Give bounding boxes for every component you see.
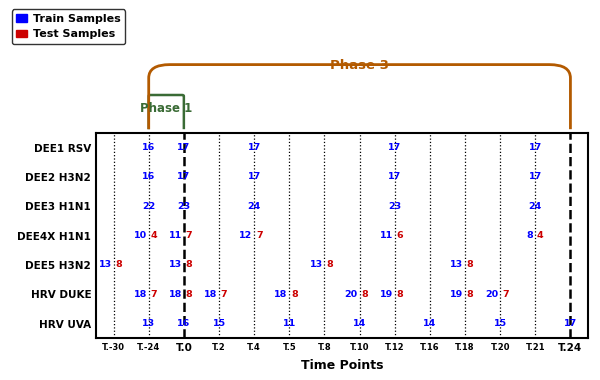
Text: 18: 18 xyxy=(169,290,182,299)
Text: 8: 8 xyxy=(291,290,298,299)
Text: 13: 13 xyxy=(98,260,112,269)
Text: 18: 18 xyxy=(134,290,147,299)
Text: 8: 8 xyxy=(527,231,533,240)
Text: 7: 7 xyxy=(502,290,509,299)
Text: 19: 19 xyxy=(450,290,463,299)
Text: 17: 17 xyxy=(564,319,577,328)
Text: 16: 16 xyxy=(142,173,155,182)
Text: 18: 18 xyxy=(274,290,287,299)
Text: 23: 23 xyxy=(177,202,190,211)
Text: 19: 19 xyxy=(380,290,393,299)
Text: Phase 3: Phase 3 xyxy=(330,59,389,72)
Text: 7: 7 xyxy=(256,231,263,240)
Text: 8: 8 xyxy=(326,260,333,269)
Text: 24: 24 xyxy=(529,202,542,211)
Text: 11: 11 xyxy=(380,231,393,240)
Text: 11: 11 xyxy=(169,231,182,240)
Text: 20: 20 xyxy=(485,290,499,299)
Text: 17: 17 xyxy=(529,173,542,182)
Text: 7: 7 xyxy=(185,231,192,240)
Text: 11: 11 xyxy=(283,319,296,328)
Text: 4: 4 xyxy=(151,231,157,240)
Text: 13: 13 xyxy=(142,319,155,328)
Text: 15: 15 xyxy=(494,319,507,328)
Text: 7: 7 xyxy=(221,290,227,299)
Text: 7: 7 xyxy=(151,290,157,299)
Text: 8: 8 xyxy=(467,290,473,299)
Text: 15: 15 xyxy=(212,319,226,328)
Text: 8: 8 xyxy=(185,290,193,299)
Text: 17: 17 xyxy=(388,143,401,152)
Text: 4: 4 xyxy=(537,231,544,240)
Text: 17: 17 xyxy=(177,143,190,152)
Text: 17: 17 xyxy=(248,173,261,182)
Text: Phase 1: Phase 1 xyxy=(140,102,193,115)
Text: 23: 23 xyxy=(388,202,401,211)
Text: 8: 8 xyxy=(397,290,403,299)
Text: 8: 8 xyxy=(115,260,122,269)
Text: 16: 16 xyxy=(142,143,155,152)
Text: 22: 22 xyxy=(142,202,155,211)
Text: 13: 13 xyxy=(310,260,323,269)
Text: 17: 17 xyxy=(177,173,190,182)
Text: 13: 13 xyxy=(450,260,463,269)
Text: 17: 17 xyxy=(388,173,401,182)
Text: 17: 17 xyxy=(529,143,542,152)
Text: 24: 24 xyxy=(248,202,261,211)
Text: 17: 17 xyxy=(248,143,261,152)
Text: 8: 8 xyxy=(185,260,193,269)
Text: 8: 8 xyxy=(361,290,368,299)
Text: 14: 14 xyxy=(423,319,436,328)
Text: 8: 8 xyxy=(467,260,473,269)
Text: 6: 6 xyxy=(397,231,403,240)
X-axis label: Time Points: Time Points xyxy=(301,359,383,372)
Text: 13: 13 xyxy=(169,260,182,269)
Text: 14: 14 xyxy=(353,319,366,328)
Text: 10: 10 xyxy=(134,231,147,240)
Text: 20: 20 xyxy=(344,290,358,299)
Text: 12: 12 xyxy=(239,231,253,240)
Legend: Train Samples, Test Samples: Train Samples, Test Samples xyxy=(11,10,125,44)
Text: 16: 16 xyxy=(177,319,190,328)
Text: 18: 18 xyxy=(204,290,217,299)
